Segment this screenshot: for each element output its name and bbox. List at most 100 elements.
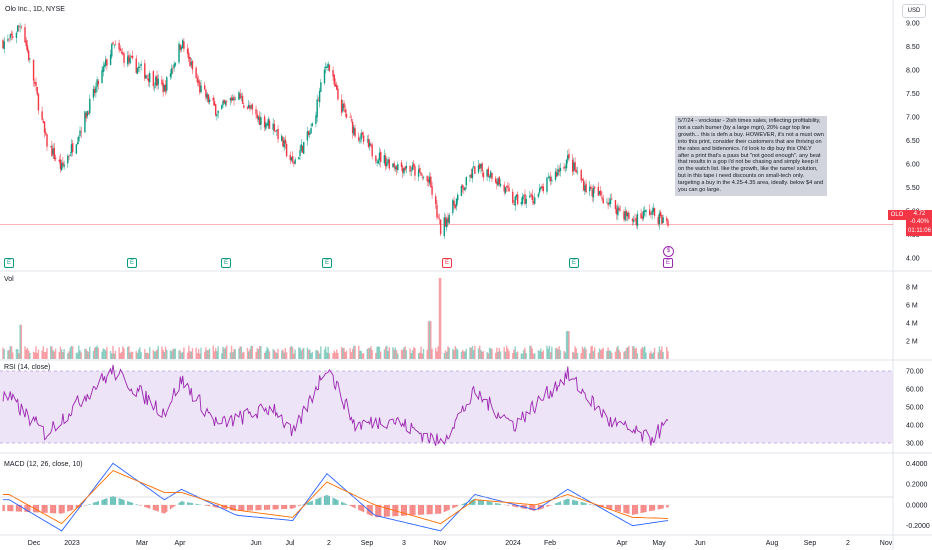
volume-bar xyxy=(344,351,346,359)
volume-bar xyxy=(623,351,625,359)
candle-body xyxy=(548,176,551,178)
volume-bar xyxy=(524,347,526,359)
volume-bar xyxy=(213,351,216,359)
volume-bar xyxy=(152,350,155,359)
macd-histogram-bar xyxy=(369,504,371,516)
macd-histogram-bar xyxy=(437,504,439,514)
candle-body xyxy=(657,216,659,224)
candle-body xyxy=(173,64,175,69)
candle-body xyxy=(240,96,243,98)
volume-bar xyxy=(508,351,510,359)
macd-histogram-bar xyxy=(277,504,279,510)
candle-body xyxy=(386,162,388,167)
volume-bar xyxy=(37,349,40,359)
earnings-flag-icon[interactable]: E xyxy=(127,258,137,268)
volume-bar xyxy=(240,346,243,359)
candle-body xyxy=(328,65,331,71)
earnings-flag-icon[interactable]: E xyxy=(322,258,332,268)
macd-histogram-bar xyxy=(191,503,194,505)
candle-body xyxy=(106,59,108,66)
volume-bar xyxy=(481,351,483,359)
upcoming-earnings-flag-icon[interactable]: E xyxy=(663,258,673,268)
volume-bar xyxy=(378,346,381,359)
macd-histogram-bar xyxy=(534,504,536,511)
candle-body xyxy=(581,179,584,181)
rsi-pane-title[interactable]: RSI (14, close) xyxy=(4,364,50,371)
macd-histogram-bar xyxy=(547,504,549,507)
price-candles xyxy=(2,22,669,239)
volume-bar xyxy=(311,351,313,359)
candle-body xyxy=(377,160,379,164)
candle-body xyxy=(186,48,189,54)
candle-body xyxy=(404,166,406,171)
symbol-title[interactable]: Olo Inc., 1D, NYSE xyxy=(5,6,65,13)
candle-body xyxy=(53,147,56,160)
volume-bar xyxy=(215,348,217,359)
candle-body xyxy=(582,180,585,191)
volume-bar xyxy=(394,347,397,359)
macd-histogram-bar xyxy=(574,500,576,505)
macd-histogram-bar xyxy=(623,504,625,513)
volume-bar xyxy=(8,349,10,359)
candle-body xyxy=(611,198,613,200)
macd-histogram-bar xyxy=(306,502,308,505)
volume-bar xyxy=(422,348,425,359)
candle-body xyxy=(223,99,225,104)
candle-body xyxy=(217,110,219,114)
macd-histogram-bar xyxy=(453,504,455,508)
macd-histogram-bar xyxy=(508,504,510,506)
volume-bar xyxy=(320,346,322,359)
macd-histogram-bar xyxy=(8,504,10,512)
macd-histogram-bar xyxy=(377,504,379,518)
macd-histogram-bar xyxy=(293,504,295,509)
volume-bar xyxy=(602,347,604,359)
volume-pane-title[interactable]: Vol xyxy=(4,276,14,283)
volume-bar xyxy=(85,349,87,359)
volume-bar xyxy=(161,346,163,359)
volume-bar xyxy=(268,351,271,359)
earnings-flag-icon[interactable]: E xyxy=(4,258,14,268)
candle-body xyxy=(16,25,19,32)
dividend-icon[interactable]: $ xyxy=(663,246,674,257)
macd-histogram-bar xyxy=(59,504,62,514)
candle-body xyxy=(573,162,575,171)
volume-bar xyxy=(404,346,406,359)
macd-histogram-bar xyxy=(564,499,566,505)
macd-histogram-bar xyxy=(162,504,164,514)
volume-bar xyxy=(2,347,4,359)
candle-body xyxy=(624,211,626,221)
earnings-flag-icon[interactable]: E xyxy=(569,258,579,268)
candle-body xyxy=(101,70,103,83)
macd-histogram-bar xyxy=(75,504,77,509)
currency-button[interactable]: USD xyxy=(902,4,926,18)
macd-pane-title[interactable]: MACD (12, 26, close, 10) xyxy=(4,461,83,468)
earnings-flag-icon[interactable]: E xyxy=(221,258,231,268)
volume-bar xyxy=(482,351,485,359)
candle-body xyxy=(216,114,218,117)
last-price-box: 4.72 -0.40% 01:11:06 xyxy=(906,210,932,236)
macd-histogram-bar xyxy=(2,504,4,512)
macd-histogram-bar xyxy=(35,504,37,513)
volume-bar xyxy=(448,347,450,359)
volume-bar xyxy=(12,352,14,359)
candle-body xyxy=(164,84,167,92)
macd-histogram-bar xyxy=(292,504,294,509)
macd-histogram-bar xyxy=(308,502,310,505)
volume-bar xyxy=(140,352,142,359)
volume-bar xyxy=(619,352,622,359)
candle-body xyxy=(628,212,630,219)
macd-histogram-bar xyxy=(385,504,387,517)
volume-bar xyxy=(564,352,567,359)
macd-histogram-bar xyxy=(69,504,71,511)
macd-histogram-bar xyxy=(430,504,432,515)
candle-body xyxy=(45,132,47,135)
volume-bar xyxy=(75,352,78,359)
earnings-miss-flag-icon[interactable]: E xyxy=(442,258,452,268)
candle-body xyxy=(123,53,125,63)
volume-bar xyxy=(328,353,331,359)
volume-bar xyxy=(505,345,508,359)
macd-histogram-bar xyxy=(205,504,207,506)
macd-histogram-bar xyxy=(481,500,483,505)
candle-body xyxy=(427,179,430,183)
